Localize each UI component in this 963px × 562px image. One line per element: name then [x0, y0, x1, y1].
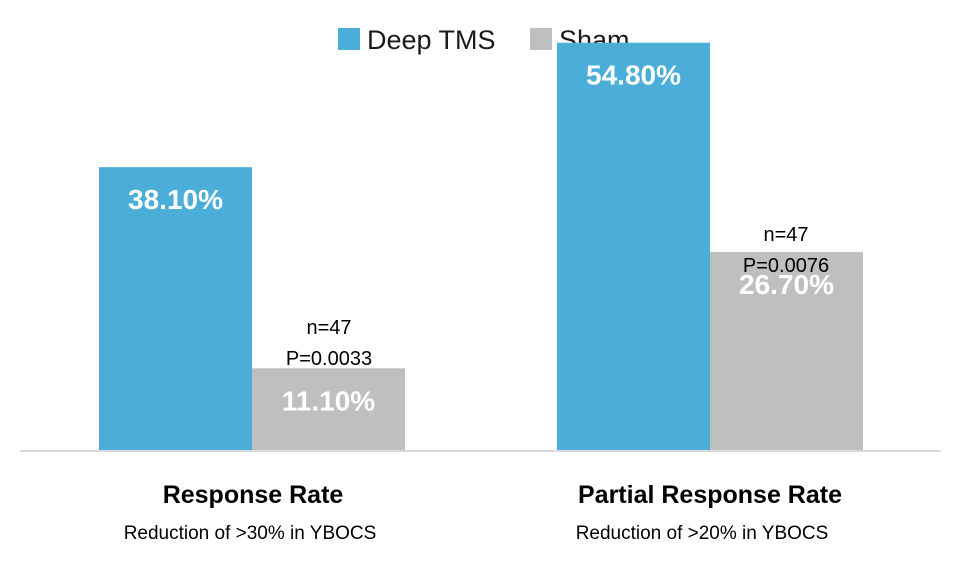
- legend-swatch-deep-tms: [338, 28, 360, 50]
- annotation-p-partial-response-rate: P=0.0076: [743, 255, 829, 277]
- value-label-deep-tms-response-rate: 38.10%: [128, 184, 223, 215]
- value-label-sham-response-rate: 11.10%: [282, 385, 376, 416]
- annotation-p-response-rate: P=0.0033: [286, 348, 372, 370]
- annotation-n-response-rate: n=47: [306, 317, 351, 339]
- value-label-deep-tms-partial-response-rate: 54.80%: [586, 60, 681, 91]
- bar-sham-partial-response-rate: [710, 252, 863, 451]
- category-subtitle-partial-response-rate: Reduction of >20% in YBOCS: [576, 523, 829, 544]
- bar-sham-response-rate: [252, 368, 405, 451]
- value-label-sham-partial-response-rate: 26.70%: [739, 269, 834, 300]
- category-subtitle-response-rate: Reduction of >30% in YBOCS: [124, 523, 377, 544]
- bar-deep-tms-response-rate: [99, 167, 252, 451]
- annotation-n-partial-response-rate: n=47: [763, 224, 808, 246]
- category-label-response-rate: Response Rate: [163, 481, 344, 509]
- legend-label-deep-tms: Deep TMS: [367, 25, 496, 55]
- legend-swatch-sham: [530, 28, 552, 50]
- category-label-partial-response-rate: Partial Response Rate: [578, 481, 842, 509]
- bar-deep-tms-partial-response-rate: [557, 42, 710, 452]
- legend: Deep TMS Sham: [338, 25, 630, 55]
